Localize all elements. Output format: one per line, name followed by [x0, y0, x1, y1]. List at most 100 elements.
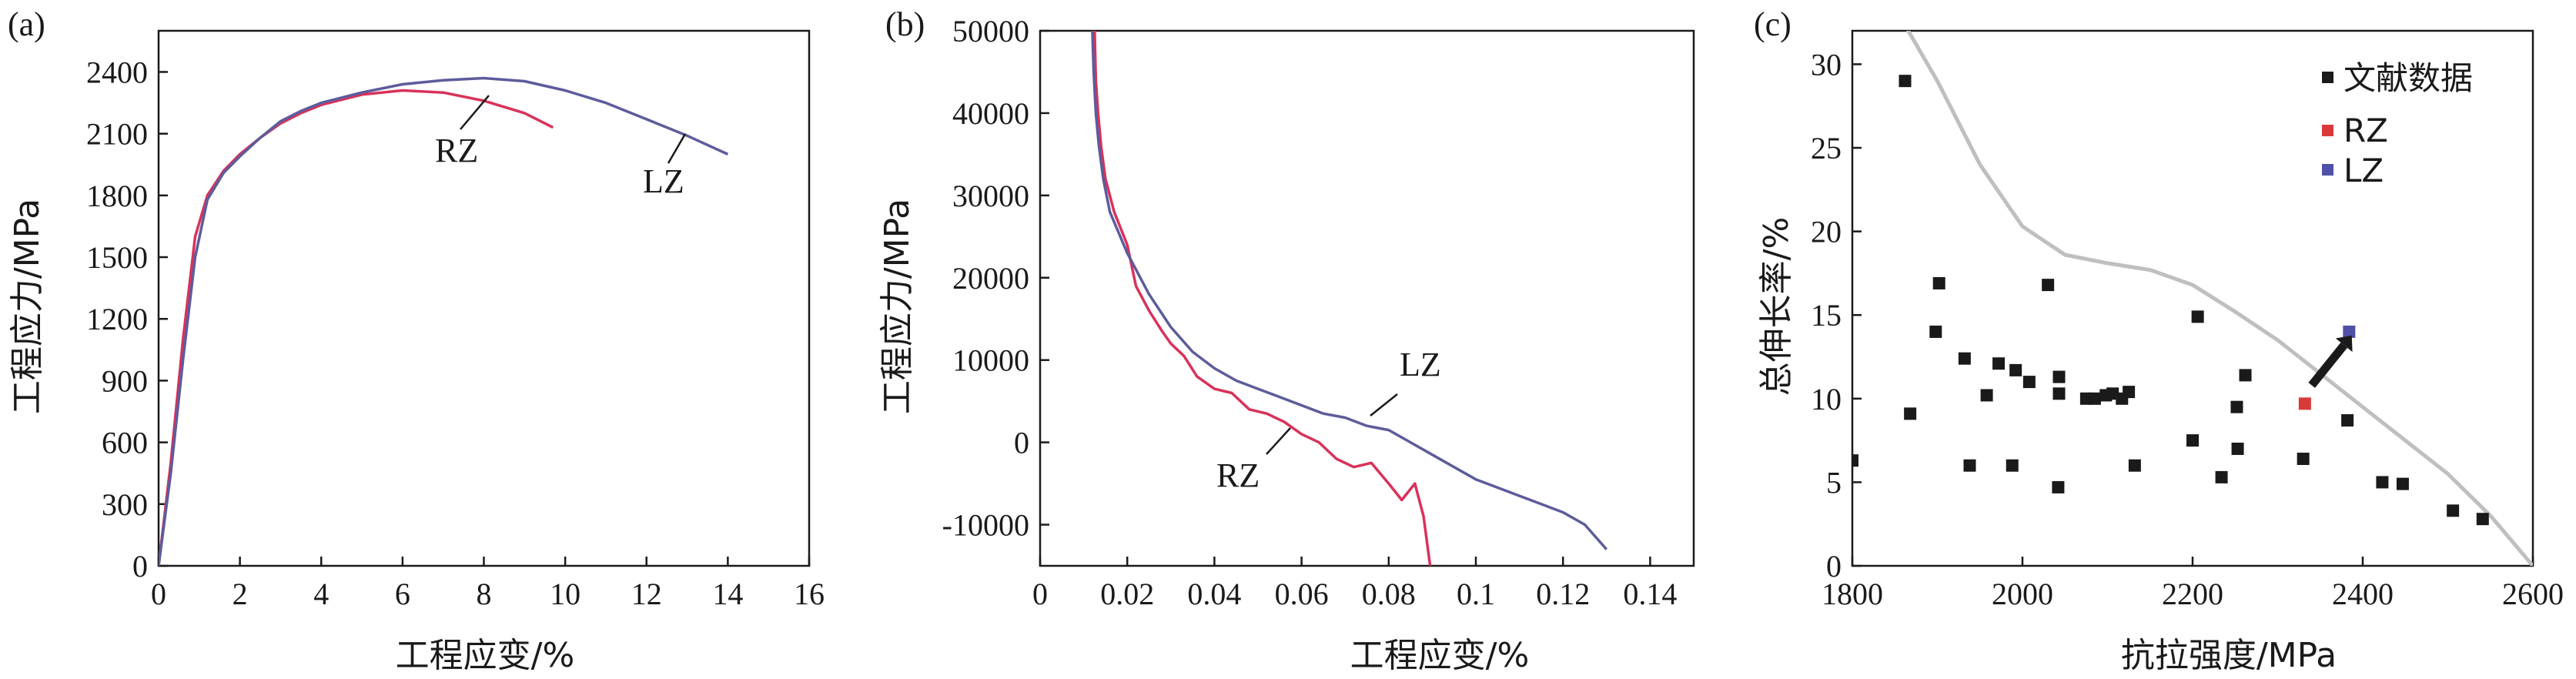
legend-label-rz: RZ — [2343, 112, 2388, 149]
annotation-rz-a: RZ — [435, 132, 478, 169]
series-line-rz — [159, 89, 554, 566]
literature-data-point — [2128, 459, 2141, 472]
panel-label-a: (a) — [8, 5, 45, 43]
literature-data-point — [2376, 476, 2389, 489]
y-tick-label: 0 — [132, 549, 148, 584]
annotation-lz-a: LZ — [643, 162, 684, 200]
literature-data-point — [2230, 400, 2243, 413]
y-tick-label: 20000 — [952, 261, 1029, 296]
y-tick-label: 15 — [1811, 298, 1842, 333]
y-tick-label: 40000 — [952, 96, 1029, 131]
literature-data-point — [1929, 325, 1942, 338]
literature-data-point — [2191, 310, 2204, 323]
y-tick-label: 2100 — [86, 117, 148, 152]
literature-data-point — [2239, 369, 2252, 382]
legend-marker-rz — [2322, 125, 2333, 136]
y-tick-label: 30 — [1811, 47, 1842, 82]
y-tick-label: 1500 — [86, 240, 148, 275]
literature-data-point — [2341, 414, 2354, 427]
x-tick-label: 0.06 — [1275, 577, 1329, 611]
trend-line — [1905, 31, 2533, 566]
annotation-lz-b: LZ — [1400, 346, 1441, 383]
annotation-leader-rz-a — [460, 95, 490, 130]
literature-data-point — [2297, 453, 2310, 465]
x-tick-label: 0.02 — [1100, 577, 1154, 611]
y-tick-label: 10 — [1811, 382, 1842, 416]
arrow-shaft — [2308, 342, 2347, 388]
panel-label-c: (c) — [1754, 5, 1791, 43]
x-tick-label: 2600 — [2502, 577, 2564, 611]
y-tick-label: 2400 — [86, 55, 148, 89]
axes-frame-b — [1039, 29, 1695, 567]
literature-data-point — [2088, 392, 2101, 405]
x-tick-label: 2200 — [2162, 577, 2223, 611]
x-tick-label: 0.08 — [1362, 577, 1416, 611]
literature-data-point — [2396, 477, 2409, 490]
x-tick-label: 0.04 — [1187, 577, 1241, 611]
data-point-rz — [2298, 397, 2311, 410]
literature-data-point — [2052, 387, 2066, 400]
y-tick-label: 20 — [1811, 215, 1842, 249]
literature-data-point — [2042, 279, 2055, 292]
x-tick-label: 4 — [313, 577, 329, 611]
x-tick-label: 12 — [631, 577, 662, 611]
series-line-lz — [1091, 31, 1608, 550]
y-tick-label: 0 — [1014, 426, 1029, 460]
literature-data-point — [1904, 407, 1917, 420]
plot-area-b: 0 0.02 0.04 0.06 0.08 0.1 0.12 0.14-10000010000… — [942, 14, 1695, 611]
y-tick-label: 30000 — [952, 179, 1029, 213]
literature-data-point — [2447, 504, 2460, 517]
literature-data-point — [1992, 357, 2006, 370]
literature-data-point — [2231, 442, 2244, 455]
y-tick-label: 0 — [1826, 549, 1842, 584]
plot-area-c: 1800 2000 2200 2400 2600 0 5 10 15 20 25 30 — [1811, 29, 2564, 611]
x-tick-label: 8 — [477, 577, 492, 611]
series-line-lz — [159, 76, 729, 566]
y-tick-label: 10000 — [952, 343, 1029, 378]
literature-data-point — [2052, 370, 2066, 383]
x-tick-label: 0 — [1032, 577, 1048, 611]
literature-data-point — [1932, 276, 1945, 289]
literature-data-point — [2186, 434, 2199, 447]
arrow-head — [2335, 335, 2353, 353]
y-axis-label-c: 总伸长率/% — [1757, 217, 1796, 396]
literature-data-point — [2006, 459, 2019, 472]
legend-marker-lz — [2322, 164, 2333, 176]
series-line-rz — [1093, 31, 1432, 566]
literature-data-point — [2123, 386, 2136, 399]
y-tick-label: 50000 — [952, 14, 1029, 48]
annotation-leader-rz-b — [1266, 427, 1291, 455]
annotation-leader-lz-a — [667, 133, 687, 164]
x-tick-label: 1800 — [1822, 577, 1883, 611]
x-tick-label: 2 — [233, 577, 248, 611]
axes-frame-a — [157, 29, 811, 567]
legend-label-lz: LZ — [2343, 152, 2384, 189]
literature-data-point — [2009, 363, 2022, 376]
x-axis-label-c: 抗拉强度/MPa — [2121, 636, 2337, 675]
annotation-rz-b: RZ — [1216, 457, 1260, 494]
x-tick-label: 2400 — [2332, 577, 2394, 611]
literature-data-point — [1958, 352, 1971, 365]
y-tick-label: 5 — [1826, 465, 1842, 500]
y-tick-label: 900 — [102, 363, 148, 398]
data-point-lz — [2343, 325, 2356, 338]
x-axis-label-a: 工程应变/% — [396, 636, 575, 675]
panel-b: (b) 0 0.02 0.04 0.06 0.08 0.1 0.12 0.14-1000001… — [878, 5, 1695, 675]
x-tick-label: 16 — [794, 577, 825, 611]
x-tick-label: 14 — [712, 577, 743, 611]
annotation-leader-lz-b — [1370, 393, 1398, 416]
legend-marker-literature — [2322, 72, 2333, 83]
y-axis-label-a: 工程应力/MPa — [8, 199, 47, 414]
literature-data-point — [2022, 376, 2036, 389]
legend-c: 文献数据 RZ LZ — [2322, 59, 2473, 189]
literature-data-point — [1963, 459, 1976, 472]
x-tick-label: 6 — [395, 577, 410, 611]
x-tick-label: 0 — [151, 577, 166, 611]
panel-c: (c) 1800 2000 2200 2400 2600 0 5 10 15 20 25 30 抗拉强… — [1754, 5, 2564, 675]
x-tick-label: 10 — [550, 577, 580, 611]
x-tick-label: 0.14 — [1623, 577, 1677, 611]
legend-label-literature: 文献数据 — [2343, 59, 2473, 97]
y-axis-label-b: 工程应力/MPa — [878, 199, 917, 414]
literature-data-point — [1980, 389, 1993, 402]
literature-data-point — [1852, 454, 1858, 467]
